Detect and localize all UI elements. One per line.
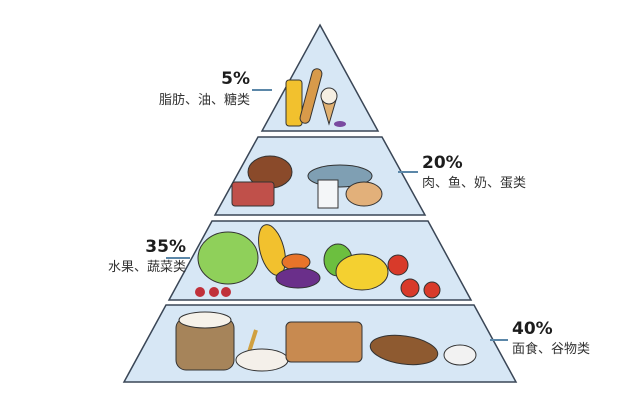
tier-4-label: 面食、谷物类 bbox=[512, 342, 591, 357]
buns-icon bbox=[235, 348, 289, 372]
tier-1-foods bbox=[285, 68, 346, 127]
apple-icon bbox=[387, 254, 409, 276]
tier-3-percent: 35% bbox=[145, 237, 186, 257]
tier-1-label: 脂肪、油、糖类 bbox=[158, 93, 250, 108]
cabbage-icon bbox=[197, 231, 259, 285]
eggs-icon bbox=[345, 181, 383, 207]
tier-4-foods bbox=[175, 311, 477, 372]
banana-icon bbox=[335, 253, 389, 291]
milk-icon bbox=[317, 179, 339, 209]
eggplant-icon bbox=[275, 267, 321, 289]
baguette-icon bbox=[369, 334, 439, 366]
meat-icon bbox=[231, 181, 275, 207]
bread-icon bbox=[299, 68, 323, 124]
bread-loaf-icon bbox=[285, 321, 363, 363]
tomato-icon bbox=[400, 278, 420, 298]
candy-icon bbox=[334, 121, 346, 127]
tier-3-label: 水果、蔬菜类 bbox=[107, 260, 186, 275]
tier-1-percent: 5% bbox=[221, 69, 250, 89]
rice-bowl-icon bbox=[443, 344, 477, 366]
tier-3-foods bbox=[195, 224, 441, 299]
oil-bottle-icon bbox=[285, 79, 303, 127]
tier-2-percent: 20% bbox=[422, 153, 463, 173]
tier-2-label: 肉、鱼、奶、蛋类 bbox=[422, 176, 527, 191]
tier-4-percent: 40% bbox=[512, 319, 553, 339]
tier-2-foods bbox=[231, 155, 383, 209]
